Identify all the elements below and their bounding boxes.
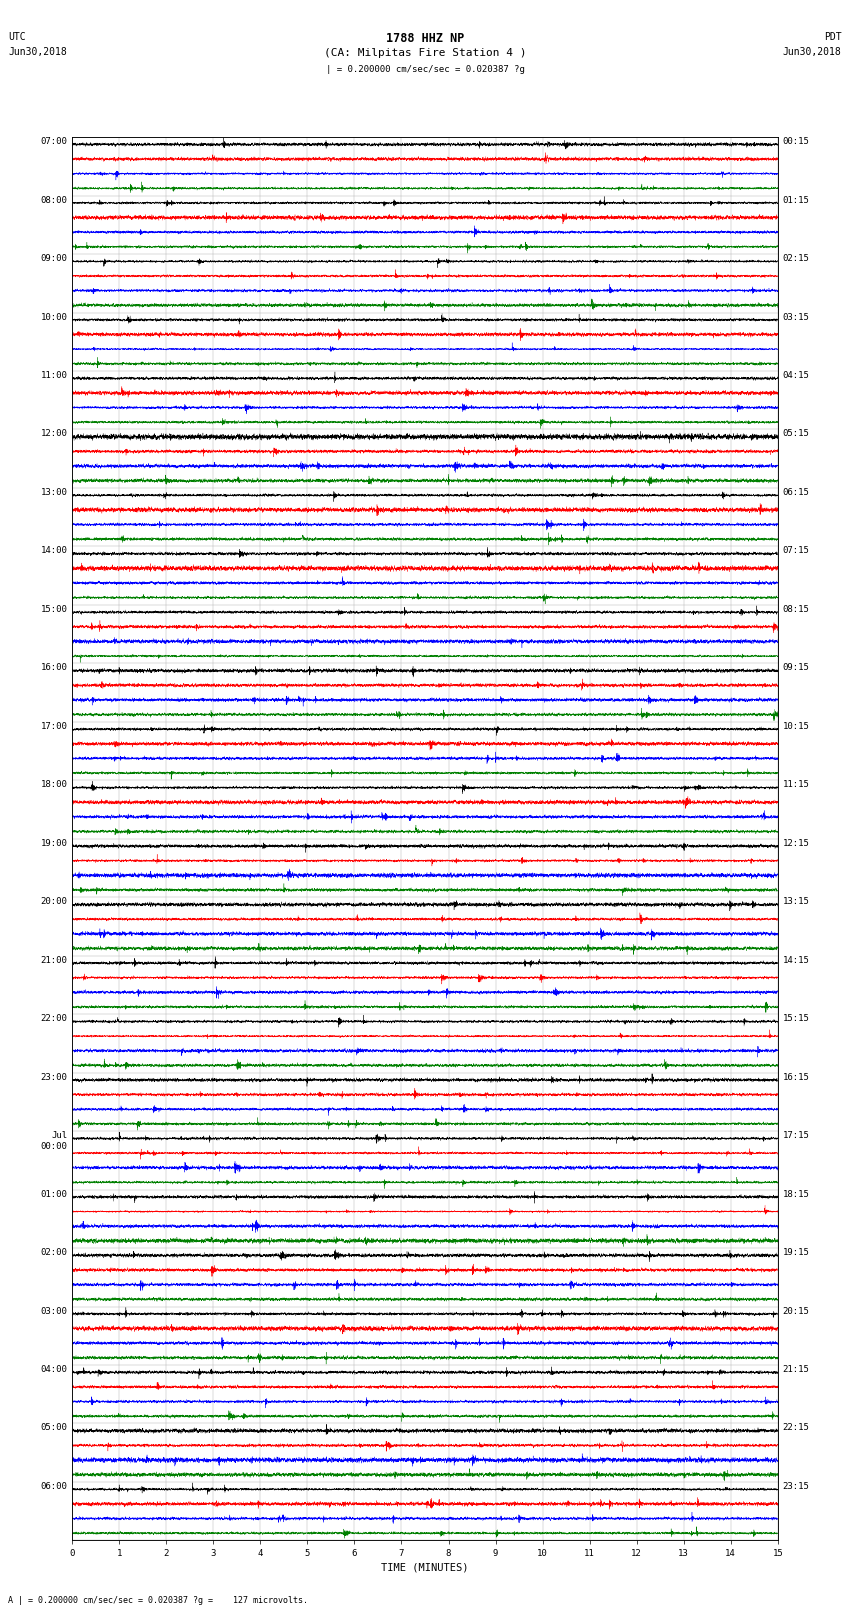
Text: A | = 0.200000 cm/sec/sec = 0.020387 ?g =    127 microvolts.: A | = 0.200000 cm/sec/sec = 0.020387 ?g … xyxy=(8,1595,309,1605)
Text: 1788 HHZ NP: 1788 HHZ NP xyxy=(386,32,464,45)
Text: Jun30,2018: Jun30,2018 xyxy=(8,47,67,56)
Text: | = 0.200000 cm/sec/sec = 0.020387 ?g: | = 0.200000 cm/sec/sec = 0.020387 ?g xyxy=(326,65,524,74)
Text: Jun30,2018: Jun30,2018 xyxy=(783,47,842,56)
Text: PDT: PDT xyxy=(824,32,842,42)
Text: (CA: Milpitas Fire Station 4 ): (CA: Milpitas Fire Station 4 ) xyxy=(324,48,526,58)
X-axis label: TIME (MINUTES): TIME (MINUTES) xyxy=(382,1563,468,1573)
Text: UTC: UTC xyxy=(8,32,26,42)
